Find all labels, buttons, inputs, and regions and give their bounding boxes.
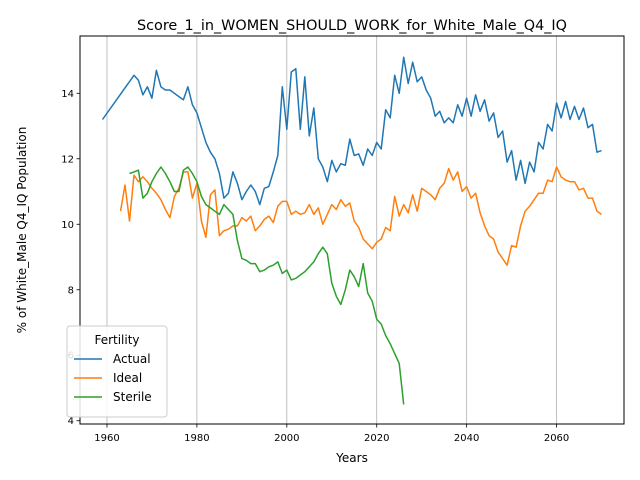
legend-entries: Actual Ideal Sterile [74,352,152,404]
y-axis-label: % of White_Male Q4_IQ Population [15,127,29,334]
y-tick-label-14: 14 [61,89,74,100]
x-axis-ticks: 1960 1980 2000 2020 2040 2060 [94,424,569,444]
y-tick-label-12: 12 [61,154,74,165]
y-tick-label-10: 10 [61,220,74,231]
x-tick-label-2060: 2060 [544,433,569,444]
legend-label-ideal: Ideal [113,371,142,385]
plot-area-frame [79,35,625,425]
x-tick-label-2040: 2040 [454,433,479,444]
x-axis-label: Years [335,451,368,465]
chart-title: Score_1_in_WOMEN_SHOULD_WORK_for_White_M… [137,18,567,34]
series-line-actual [101,56,602,206]
legend: Fertility Actual Ideal Sterile [66,325,168,418]
x-tick-label-1980: 1980 [184,433,209,444]
y-tick-label-4: 4 [68,416,74,427]
y-tick-label-8: 8 [68,285,74,296]
series-line-sterile [129,166,405,405]
x-tick-label-2000: 2000 [274,433,299,444]
series-lines [101,56,602,405]
legend-box [66,325,168,418]
series-line-ideal [119,166,602,266]
x-tick-label-2020: 2020 [364,433,389,444]
legend-title: Fertility [94,333,139,347]
legend-label-actual: Actual [113,352,151,366]
legend-label-sterile: Sterile [113,390,152,404]
x-tick-label-1960: 1960 [94,433,119,444]
